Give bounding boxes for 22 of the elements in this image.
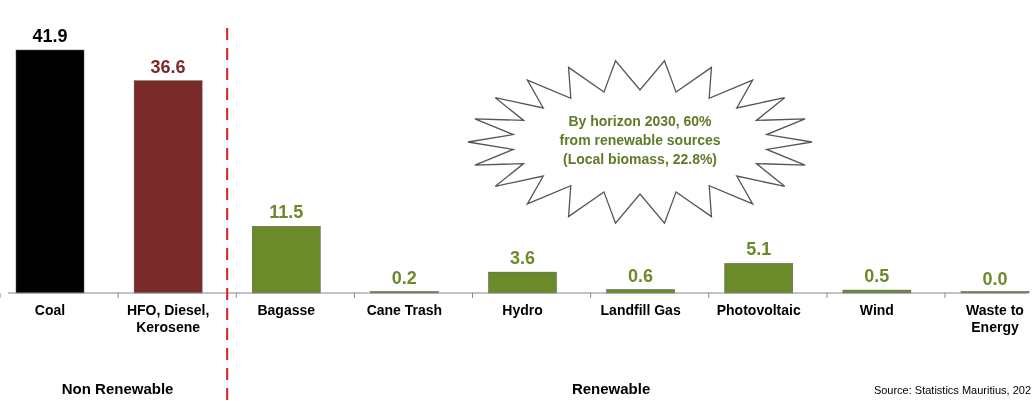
x-tick-label: Waste to Energy [966,302,1024,335]
data-label: 41.9 [32,26,68,46]
x-tick-label: Coal [34,302,66,318]
data-label: 5.1 [746,239,772,260]
x-tick-label: Bagasse [257,302,316,318]
x-tick-label: Wind [859,302,894,318]
x-tick-label: Photovoltaic [716,302,801,318]
x-tick-label: Cane Trash [366,302,443,318]
x-tick-label: Landfill Gas [600,302,681,318]
data-label: 0.6 [628,265,654,286]
annotation: By horizon 2030, 60% from renewable sources (Local biomass, 22.8%) [559,113,721,167]
source-note: Source: Statistics Mauritius, 202 [873,384,1031,396]
x-tick-label: Hydro [502,302,543,318]
data-label: 36.6 [150,56,186,77]
x-tick-label: HFO, Diesel, Kerosene [126,302,210,335]
data-label: 11.5 [269,202,304,223]
data-label: 0.2 [391,267,417,288]
data-label: 3.6 [509,248,536,269]
text: Non Renewable [61,380,174,397]
text: Renewable [571,380,651,397]
data-label: 0.0 [982,269,1008,289]
data-label: 0.5 [864,266,890,287]
